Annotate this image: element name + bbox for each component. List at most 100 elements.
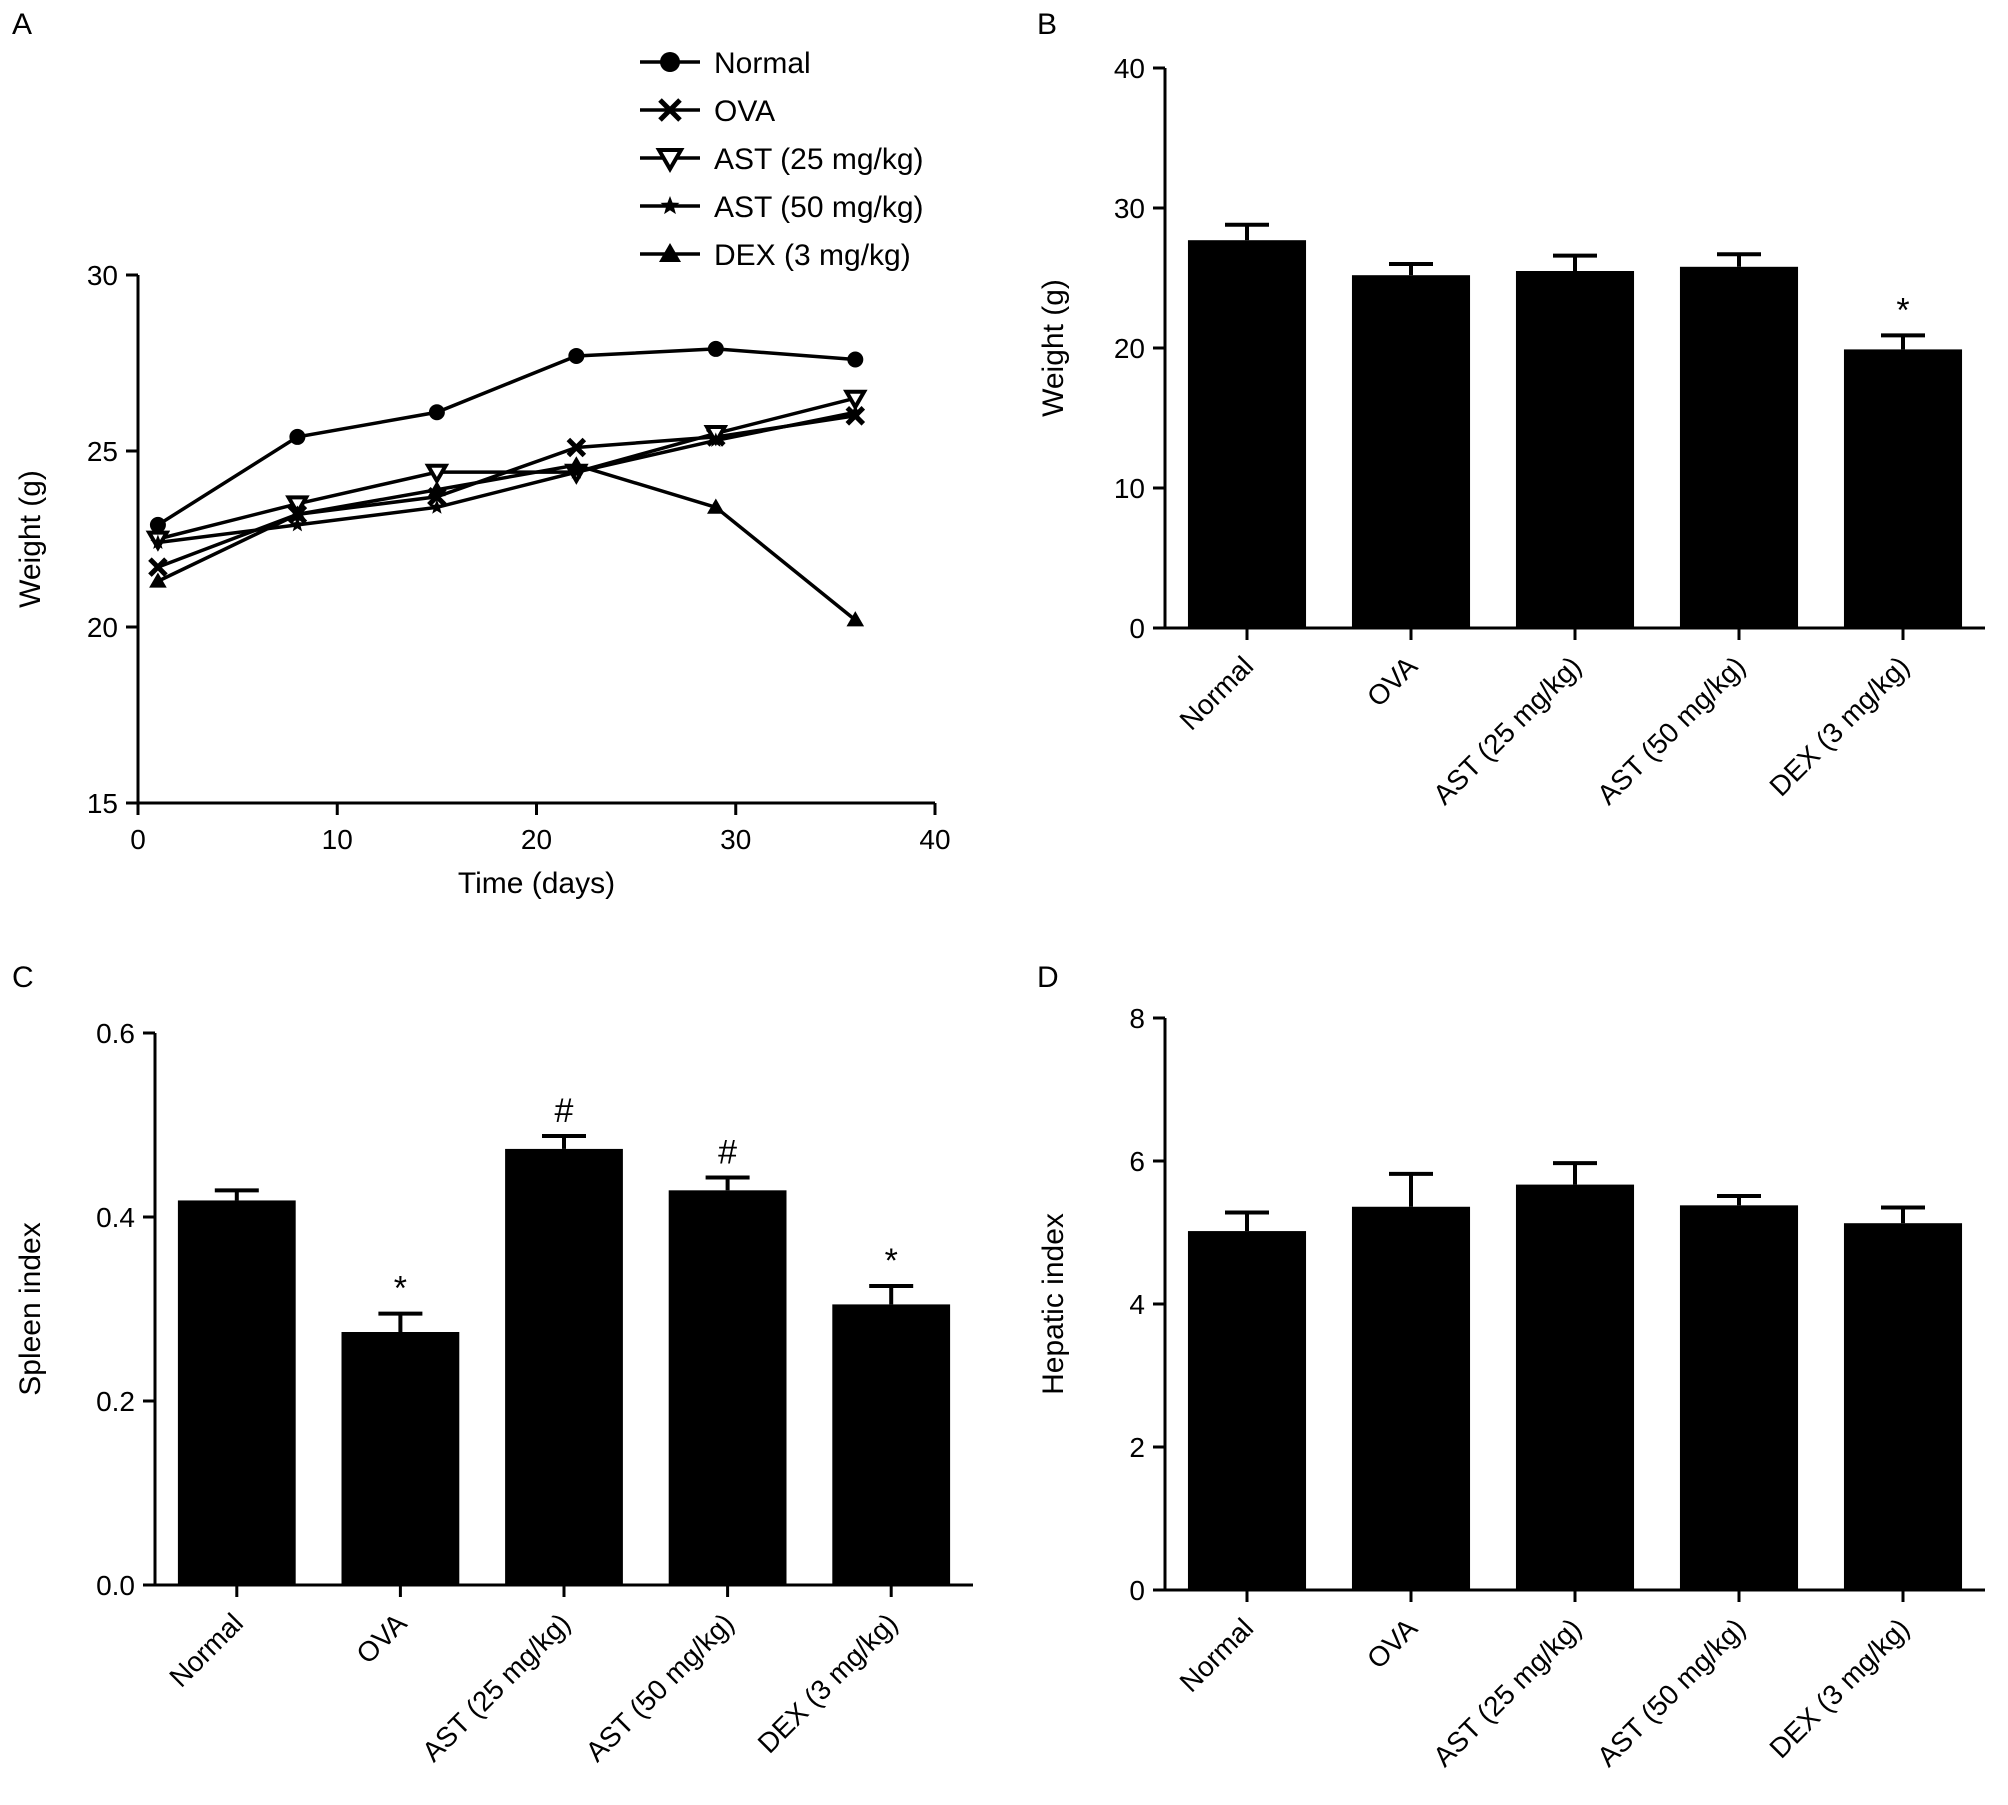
x-tick-label-ova: OVA (1361, 650, 1423, 712)
bar-ast-50-mg-kg (668, 1190, 787, 1585)
legend-marker-ova (658, 98, 682, 122)
data-point-dex-3-mg-kg-15 (428, 480, 446, 497)
bar-ast-25-mg-kg (505, 1148, 623, 1585)
x-tick-label-dex-3-mg-kg: DEX (3 mg/kg) (1763, 650, 1915, 802)
x-tick-label-ast-25-mg-kg: AST (25 mg/kg) (1427, 650, 1587, 810)
bar-dex-3-mg-kg (1843, 349, 1963, 628)
x-tick-label-ova: OVA (1361, 1612, 1423, 1674)
y-axis-title: Weight (g) (1037, 279, 1070, 417)
panel-c: C 0.0 0.2 0.4 0.6 Spleen index Normal OVA * AST … (12, 961, 973, 1768)
series-line-dex-3-mg-kg (157, 463, 857, 622)
y-tick-label: 4 (1129, 1289, 1145, 1320)
x-tick-label-ast-25-mg-kg: AST (25 mg/kg) (416, 1607, 576, 1767)
series-line-ast-50-mg-kg (157, 410, 856, 545)
y-tick-label: 0.6 (96, 1018, 135, 1049)
data-point-dex-3-mg-kg-8 (288, 505, 307, 521)
significance-mark-ova: * (394, 1270, 407, 1308)
bar-ast-25-mg-kg (1515, 1184, 1635, 1590)
series-normal (149, 340, 864, 533)
y-axis-title: Spleen index (14, 1222, 47, 1395)
bar-normal (1187, 240, 1307, 628)
data-point-normal-15 (428, 404, 445, 421)
legend-marker-dex-3-mg-kg (659, 243, 681, 262)
y-tick-label: 8 (1129, 1003, 1145, 1034)
series-line-normal (156, 347, 856, 527)
x-tick-label: 10 (322, 824, 353, 855)
y-tick-label: 20 (87, 612, 118, 643)
y-tick-label: 25 (87, 436, 118, 467)
bar-ova (1351, 275, 1471, 628)
y-tick-label: 30 (1114, 193, 1145, 224)
legend-label-ova: OVA (714, 95, 775, 128)
y-tick-label: 0 (1129, 1575, 1145, 1606)
panel-a: A 15 20 25 30 0 10 20 30 40 Time (days) Weight (g)… (12, 8, 951, 900)
data-point-normal-8 (289, 428, 306, 445)
legend-marker-ast-25-mg-kg (655, 148, 685, 173)
x-tick-label-ast-50-mg-kg: AST (50 mg/kg) (580, 1607, 740, 1767)
x-tick-label-ast-50-mg-kg: AST (50 mg/kg) (1591, 1612, 1751, 1772)
y-tick-label: 0.4 (96, 1202, 135, 1233)
legend-label-ast-25-mg-kg: AST (25 mg/kg) (714, 143, 924, 176)
x-tick-label-normal: Normal (163, 1607, 249, 1693)
data-point-ast-50-mg-kg-29 (708, 432, 724, 447)
data-point-normal-36 (847, 351, 864, 368)
panel-label-a: A (12, 8, 32, 41)
y-tick-label: 20 (1114, 333, 1145, 364)
y-tick-label: 0.2 (96, 1386, 135, 1417)
data-point-ast-25-mg-kg-8 (285, 495, 310, 517)
significance-mark-dex-3-mg-kg: * (885, 1242, 898, 1280)
data-point-dex-3-mg-kg-1 (149, 572, 167, 588)
series-dex-3-mg-kg (149, 456, 865, 627)
x-tick-label-dex-3-mg-kg: DEX (3 mg/kg) (752, 1607, 904, 1759)
bar-chart-d: 0 2 4 6 8 Hepatic index Normal OVA AST (25 mg/kg… (1037, 1003, 1985, 1773)
y-tick-label: 40 (1114, 53, 1145, 84)
line-chart-a: 15 20 25 30 0 10 20 30 40 Time (days) Weight (g) No… (14, 47, 951, 900)
x-axis-title: Time (days) (458, 867, 615, 900)
bar-ast-50-mg-kg (1679, 1205, 1799, 1590)
bar-chart-c: 0.0 0.2 0.4 0.6 Spleen index Normal OVA * AST (2… (14, 1018, 973, 1768)
y-tick-label: 30 (87, 260, 118, 291)
data-point-normal-1 (149, 516, 166, 533)
panel-label-b: B (1037, 8, 1057, 41)
series-line-ast-25-mg-kg (157, 396, 856, 541)
legend-label-ast-50-mg-kg: AST (50 mg/kg) (714, 191, 924, 224)
y-axis-title: Hepatic index (1037, 1213, 1070, 1395)
legend-marker-ast-50-mg-kg (660, 196, 680, 215)
x-tick-label-ast-25-mg-kg: AST (25 mg/kg) (1427, 1612, 1587, 1772)
data-point-normal-29 (707, 340, 724, 357)
data-point-ast-50-mg-kg-15 (429, 499, 445, 514)
x-tick-label: 0 (130, 824, 146, 855)
x-tick-label: 30 (720, 824, 751, 855)
x-tick-label: 40 (919, 824, 950, 855)
significance-mark-ast-25-mg-kg: # (555, 1092, 574, 1130)
significance-mark-ast-50-mg-kg: # (718, 1133, 737, 1171)
data-point-ova-22 (566, 437, 587, 458)
y-tick-label: 15 (87, 788, 118, 819)
x-tick-label-ova: OVA (350, 1607, 412, 1669)
data-point-dex-3-mg-kg-29 (707, 498, 725, 514)
series-ast-25-mg-kg (145, 389, 868, 552)
bar-ast-25-mg-kg (1515, 271, 1635, 628)
x-tick-label: 20 (521, 824, 552, 855)
data-point-ast-25-mg-kg-36 (843, 389, 868, 411)
x-tick-label-ast-50-mg-kg: AST (50 mg/kg) (1591, 650, 1751, 810)
legend-label-normal: Normal (714, 47, 811, 80)
significance-mark-dex-3-mg-kg: * (1896, 291, 1909, 329)
bar-chart-b: 0 10 20 30 40 Weight (g) Normal OVA AST (25 mg/k… (1037, 53, 1985, 811)
legend: Normal OVA AST (25 mg/kg) AST (50 mg/kg) DEX… (640, 47, 924, 272)
bar-ova (1351, 1206, 1471, 1590)
legend-label-dex-3-mg-kg: DEX (3 mg/kg) (714, 239, 911, 272)
x-tick-label-dex-3-mg-kg: DEX (3 mg/kg) (1763, 1612, 1915, 1764)
panel-label-c: C (12, 961, 34, 994)
data-point-dex-3-mg-kg-36 (846, 611, 865, 627)
bar-ast-50-mg-kg (1679, 266, 1799, 628)
data-point-dex-3-mg-kg-22 (567, 456, 586, 472)
y-axis-title: Weight (g) (14, 470, 47, 608)
bar-dex-3-mg-kg (1843, 1223, 1963, 1590)
y-tick-label: 2 (1129, 1432, 1145, 1463)
y-tick-label: 0.0 (96, 1570, 135, 1601)
bar-ova (341, 1332, 460, 1585)
data-point-normal-22 (568, 347, 585, 364)
panel-d: D 0 2 4 6 8 Hepatic index Normal OVA AST (25 mg/… (1037, 961, 1985, 1773)
